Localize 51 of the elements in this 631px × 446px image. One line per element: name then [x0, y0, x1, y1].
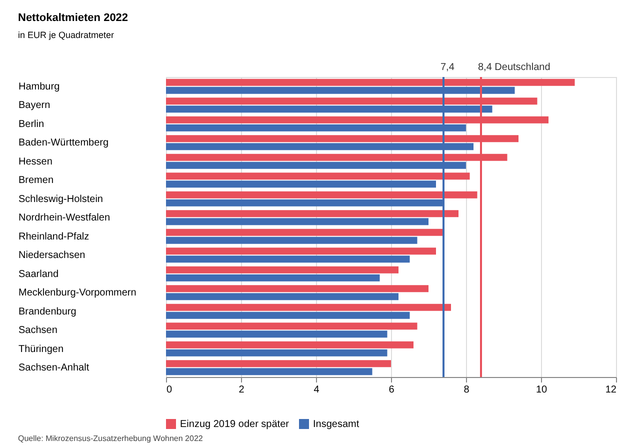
text: Nettokaltmieten 2022	[18, 12, 128, 24]
bar	[166, 180, 436, 188]
legend-label: Einzug 2019 oder später	[180, 419, 290, 430]
bar	[166, 256, 410, 263]
y-tick-label: Niedersachsen	[18, 250, 86, 262]
y-tick-label: Sachsen-Anhalt	[18, 362, 90, 374]
y-tick-label: Rheinland-Pfalz	[18, 231, 90, 242]
bar	[166, 330, 388, 338]
bar	[166, 368, 372, 376]
text: in EUR je Quadratmeter	[18, 30, 114, 40]
y-tick-label: Hamburg	[18, 81, 60, 92]
y-tick-label: Schleswig-Holstein	[18, 194, 103, 205]
bar	[166, 349, 388, 356]
x-tick-label: 12	[605, 384, 617, 396]
bar	[166, 341, 414, 348]
y-tick-label: Bayern	[18, 100, 50, 112]
bar	[166, 248, 436, 255]
x-tick-label: 10	[536, 384, 548, 396]
y-tick-label: Baden-Württemberg	[18, 138, 109, 149]
bar	[166, 228, 444, 236]
x-tick-label: 2	[238, 384, 245, 396]
y-tick-label: Nordrhein-Westfalen	[18, 212, 110, 224]
bar	[166, 236, 418, 244]
bar	[166, 322, 418, 330]
bar	[166, 285, 428, 292]
y-tick-label: Mecklenburg-Vorpommern	[18, 288, 136, 299]
bar	[166, 210, 458, 218]
bar	[166, 274, 380, 282]
bar	[166, 293, 398, 300]
legend-label: Insgesamt	[313, 419, 360, 430]
y-tick-label: Thüringen	[18, 344, 64, 355]
bar	[166, 172, 470, 180]
bar	[166, 312, 410, 319]
ref-line-label: 7,4	[440, 62, 455, 73]
x-tick-label: 0	[166, 384, 172, 396]
bar	[166, 266, 398, 274]
y-tick-label: Hessen	[18, 156, 52, 168]
bar	[166, 304, 451, 311]
x-tick-label: 4	[314, 384, 320, 396]
y-tick-label: Bremen	[18, 175, 54, 186]
x-tick-label: 6	[388, 384, 395, 396]
y-tick-label: Sachsen	[18, 325, 58, 336]
bar	[166, 360, 391, 368]
ref-line-label: 8,4 Deutschland	[478, 62, 550, 73]
y-tick-label: Berlin	[18, 118, 44, 130]
y-tick-label: Brandenburg	[18, 306, 76, 318]
y-tick-label: Saarland	[18, 268, 59, 280]
x-tick-label: 8	[464, 384, 470, 396]
bar	[166, 218, 428, 226]
source-note: Quelle: Mikrozensus-Zusatzerhebung Wohnen 2022	[18, 434, 204, 443]
bar	[166, 191, 478, 198]
